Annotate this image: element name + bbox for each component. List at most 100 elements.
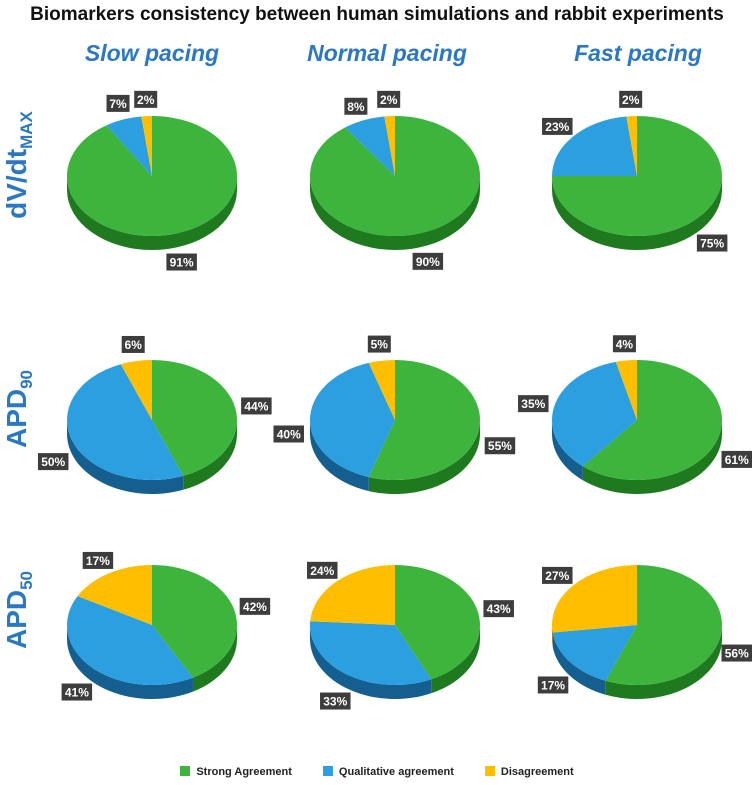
pie-side-strong: [183, 420, 237, 490]
pie-chart-2-1: 44% 50% 6%: [37, 335, 272, 495]
pie-label-text: 56%: [725, 647, 749, 661]
pie-label-strong: 43%: [483, 600, 514, 618]
pie-slice-qualitative: [66, 596, 193, 686]
pie-label-disagreement: 6%: [121, 335, 145, 353]
pie-slice-disagreement: [615, 360, 637, 420]
pie-label-box: [307, 561, 338, 579]
pie-label-disagreement: 2%: [377, 90, 401, 108]
pie-label-box: [121, 335, 145, 353]
pie-side-qualitative: [310, 625, 432, 699]
pie-label-text: 7%: [109, 97, 127, 111]
pie-side-strong: [605, 625, 722, 699]
pie-label-box: [106, 94, 130, 112]
pie-label-box: [612, 335, 636, 353]
pie-label-disagreement: 2%: [619, 90, 643, 108]
pie-label-qualitative: 23%: [542, 117, 573, 135]
pie-label-box: [61, 683, 93, 701]
pie-label-box: [82, 551, 114, 569]
pie-label-disagreement: 2%: [134, 90, 158, 108]
pie-slice-qualitative: [310, 621, 432, 685]
pie-label-disagreement: 4%: [612, 335, 636, 353]
pie-slice-disagreement: [551, 565, 637, 633]
pie-label-qualitative: 7%: [106, 94, 130, 112]
pie-slice-qualitative: [552, 361, 637, 467]
pie-label-text: 35%: [521, 397, 545, 411]
pie-slice-disagreement: [626, 116, 637, 176]
pie-slice-disagreement: [310, 565, 395, 625]
pie-side-qualitative: [552, 420, 583, 481]
pie-slice-qualitative: [310, 362, 395, 478]
pie-slice-qualitative: [552, 116, 637, 176]
pie-label-text: 5%: [371, 338, 389, 352]
pie-label-strong: 55%: [484, 437, 516, 455]
pie-label-text: 61%: [725, 453, 749, 467]
pie-label-qualitative: 17%: [537, 676, 569, 694]
pie-label-text: 33%: [323, 695, 347, 709]
pie-slice-disagreement: [368, 360, 395, 420]
pie-label-text: 2%: [622, 93, 640, 107]
pie-label-box: [166, 253, 197, 271]
pie-slice-qualitative: [552, 625, 637, 681]
pie-label-text: 40%: [277, 428, 301, 442]
pie-label-qualitative: 41%: [61, 683, 93, 701]
pie-label-text: 6%: [125, 338, 143, 352]
pie-chart-2-2: 55% 40% 5%: [273, 335, 516, 494]
pie-label-text: 43%: [487, 602, 511, 616]
pie-label-box: [377, 90, 401, 108]
pie-side-qualitative: [67, 625, 193, 699]
pie-side-strong: [310, 176, 480, 250]
pie-chart-1-1: 91% 7% 2%: [66, 90, 237, 271]
pie-slice-disagreement: [141, 116, 152, 176]
legend-item-qualitative: Qualitative agreement: [322, 766, 454, 778]
pie-side-strong: [582, 420, 722, 494]
pie-label-box: [542, 566, 573, 584]
pie-label-box: [412, 252, 444, 270]
pie-label-strong: 75%: [696, 234, 728, 252]
pie-slice-strong: [66, 116, 237, 236]
pie-label-disagreement: 5%: [367, 335, 391, 353]
chart-title: Biomarkers consistency between human sim…: [30, 4, 724, 25]
pie-label-box: [320, 692, 351, 710]
pie-label-text: 24%: [310, 564, 334, 578]
pie-label-qualitative: 35%: [518, 395, 549, 413]
legend-swatch-qualitative: [322, 766, 333, 776]
pie-label-disagreement: 24%: [307, 561, 338, 579]
pie-side-disagreement: [552, 625, 553, 647]
pie-slice-disagreement: [384, 116, 395, 176]
column-header-slow: Slow pacing: [84, 40, 220, 66]
pie-chart-1-2: 90% 8% 2%: [309, 90, 480, 270]
pie-slice-qualitative: [67, 364, 184, 480]
pie-label-qualitative: 40%: [273, 425, 304, 443]
pie-chart-3-2: 43% 33% 24%: [307, 561, 514, 710]
pie-slice-strong: [152, 360, 238, 476]
pie-label-qualitative: 33%: [320, 692, 351, 710]
legend-swatch-strong: [180, 766, 191, 776]
legend: Strong Agreement Qualitative agreement D…: [0, 766, 754, 778]
pie-slice-disagreement: [77, 565, 152, 625]
pie-slice-strong: [368, 360, 481, 481]
legend-swatch-disagreement: [484, 766, 495, 776]
column-header-fast: Fast pacing: [574, 40, 702, 66]
pie-label-text: 4%: [616, 337, 634, 351]
legend-item-disagreement: Disagreement: [484, 766, 574, 778]
pie-label-strong: 56%: [721, 644, 752, 662]
pie-slice-strong: [582, 360, 722, 480]
pie-label-disagreement: 17%: [82, 551, 114, 569]
pie-label-box: [542, 117, 573, 135]
pie-label-strong: 44%: [241, 397, 272, 415]
pie-label-box: [239, 597, 271, 615]
pie-label-box: [483, 600, 514, 618]
pie-label-text: 55%: [488, 439, 512, 453]
pie-label-box: [537, 676, 569, 694]
pie-label-strong: 61%: [721, 450, 752, 468]
pie-side-qualitative: [67, 420, 184, 495]
pie-label-box: [518, 395, 549, 413]
pie-side-qualitative: [310, 420, 369, 492]
pie-label-text: 2%: [380, 93, 398, 107]
pie-label-box: [367, 335, 391, 353]
pie-side-strong: [192, 625, 237, 692]
pie-label-box: [344, 97, 368, 115]
pie-label-strong: 90%: [412, 252, 444, 270]
pie-slice-strong: [309, 116, 480, 236]
pie-slice-strong: [152, 565, 238, 678]
